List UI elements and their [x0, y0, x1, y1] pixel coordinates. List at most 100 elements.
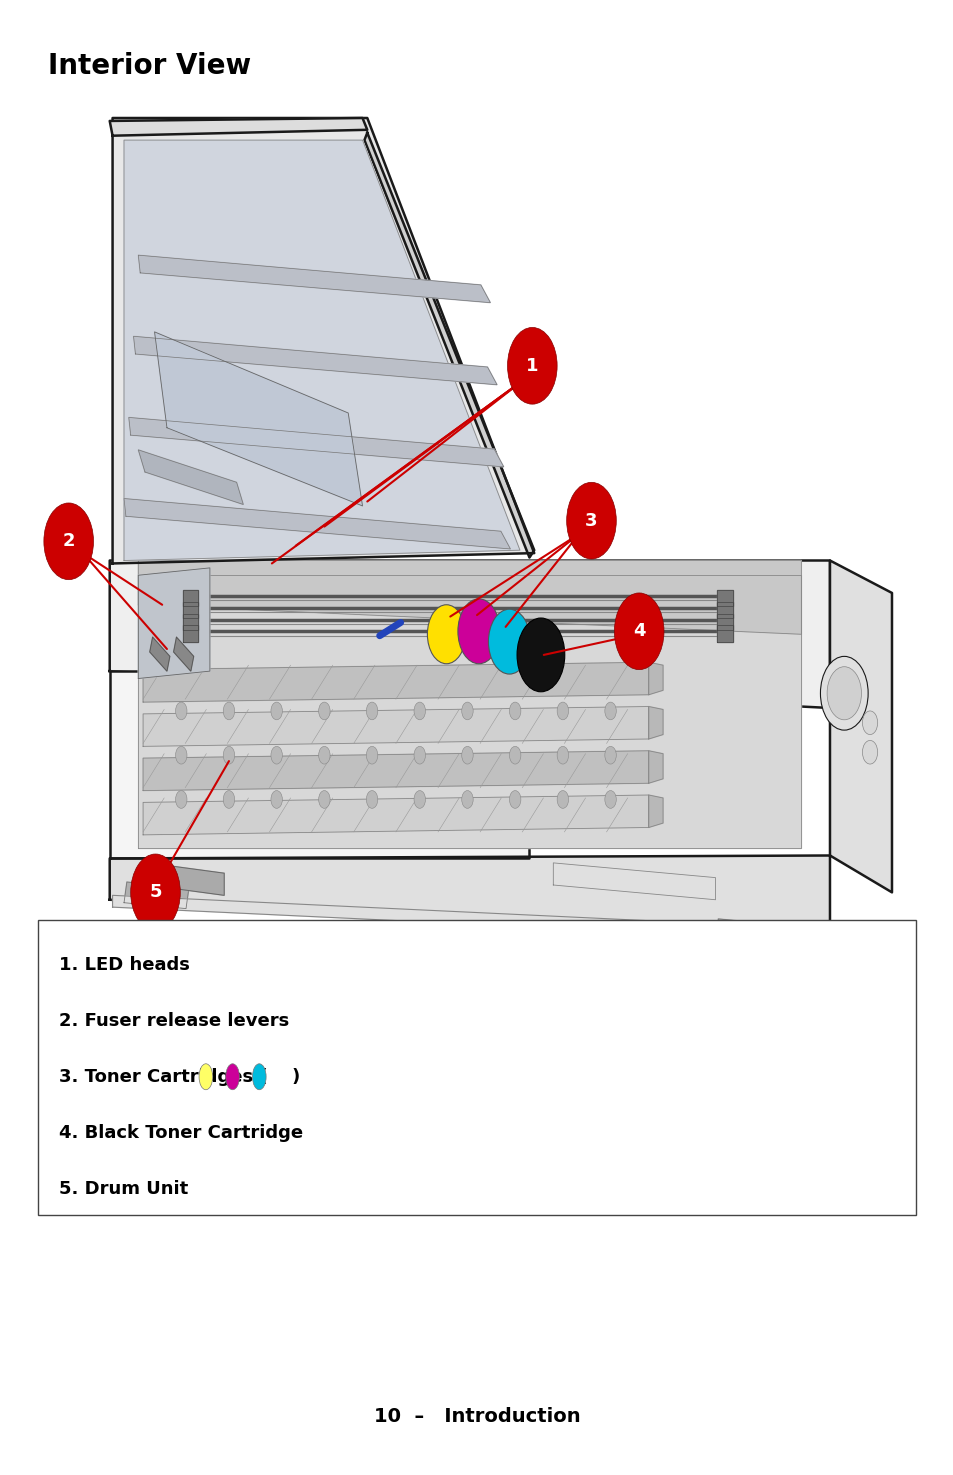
Polygon shape	[143, 795, 648, 835]
Polygon shape	[143, 751, 648, 791]
Text: Interior View: Interior View	[48, 52, 251, 80]
Text: 3. Toner Cartridges (: 3. Toner Cartridges (	[59, 1068, 268, 1086]
Ellipse shape	[366, 791, 377, 808]
Circle shape	[507, 327, 557, 404]
Ellipse shape	[557, 746, 568, 764]
Polygon shape	[110, 118, 367, 136]
Circle shape	[457, 599, 499, 664]
Polygon shape	[150, 637, 170, 671]
Ellipse shape	[271, 702, 282, 720]
Ellipse shape	[604, 746, 616, 764]
Ellipse shape	[509, 791, 520, 808]
Ellipse shape	[318, 702, 330, 720]
Ellipse shape	[175, 791, 187, 808]
Circle shape	[427, 605, 465, 664]
Polygon shape	[717, 590, 732, 606]
Text: 3: 3	[584, 512, 598, 530]
Ellipse shape	[414, 746, 425, 764]
Polygon shape	[183, 590, 198, 606]
Text: 2. Fuser release levers: 2. Fuser release levers	[59, 1012, 289, 1030]
Circle shape	[614, 593, 663, 670]
Polygon shape	[717, 602, 732, 618]
Text: 2: 2	[62, 532, 75, 550]
Ellipse shape	[271, 746, 282, 764]
Ellipse shape	[604, 702, 616, 720]
Ellipse shape	[557, 791, 568, 808]
Ellipse shape	[557, 702, 568, 720]
Polygon shape	[183, 614, 198, 630]
Polygon shape	[364, 133, 534, 558]
Polygon shape	[717, 625, 732, 642]
Ellipse shape	[461, 791, 473, 808]
FancyBboxPatch shape	[38, 920, 915, 1215]
Polygon shape	[138, 575, 801, 848]
Ellipse shape	[175, 702, 187, 720]
Polygon shape	[133, 336, 497, 385]
Polygon shape	[138, 255, 490, 302]
Polygon shape	[138, 450, 243, 504]
Ellipse shape	[223, 791, 234, 808]
Ellipse shape	[509, 746, 520, 764]
Polygon shape	[138, 568, 210, 678]
Polygon shape	[110, 671, 529, 858]
Polygon shape	[553, 863, 715, 900]
Polygon shape	[112, 934, 829, 976]
Circle shape	[566, 482, 616, 559]
Ellipse shape	[199, 1063, 213, 1090]
Circle shape	[488, 609, 530, 674]
Ellipse shape	[223, 702, 234, 720]
Circle shape	[517, 618, 564, 692]
Text: 4: 4	[632, 622, 645, 640]
Ellipse shape	[175, 746, 187, 764]
Polygon shape	[112, 118, 534, 563]
Ellipse shape	[253, 1063, 266, 1090]
Polygon shape	[129, 417, 503, 468]
Polygon shape	[648, 795, 662, 827]
Ellipse shape	[223, 746, 234, 764]
Polygon shape	[648, 707, 662, 739]
Polygon shape	[717, 614, 732, 630]
Polygon shape	[124, 499, 510, 549]
Circle shape	[131, 854, 180, 931]
Polygon shape	[110, 560, 829, 708]
Ellipse shape	[509, 702, 520, 720]
Polygon shape	[143, 707, 648, 746]
Text: 1: 1	[525, 357, 538, 375]
Polygon shape	[112, 895, 829, 941]
Ellipse shape	[366, 746, 377, 764]
Polygon shape	[715, 919, 780, 945]
Ellipse shape	[461, 746, 473, 764]
Text: 10  –   Introduction: 10 – Introduction	[374, 1407, 579, 1425]
Text: 1. LED heads: 1. LED heads	[59, 956, 190, 974]
Text: 4. Black Toner Cartridge: 4. Black Toner Cartridge	[59, 1124, 303, 1142]
Text: ): )	[292, 1068, 299, 1086]
Ellipse shape	[318, 746, 330, 764]
Ellipse shape	[461, 702, 473, 720]
Ellipse shape	[414, 702, 425, 720]
Polygon shape	[124, 882, 189, 909]
Polygon shape	[648, 662, 662, 695]
Circle shape	[826, 667, 861, 720]
Ellipse shape	[366, 702, 377, 720]
Polygon shape	[143, 662, 648, 702]
Ellipse shape	[318, 791, 330, 808]
Polygon shape	[138, 560, 801, 634]
Polygon shape	[154, 332, 362, 506]
Text: 5: 5	[149, 884, 162, 901]
Polygon shape	[110, 855, 829, 937]
Circle shape	[862, 711, 877, 735]
Circle shape	[862, 740, 877, 764]
Text: 5. Drum Unit: 5. Drum Unit	[59, 1180, 188, 1198]
Polygon shape	[124, 140, 519, 560]
Polygon shape	[183, 625, 198, 642]
Polygon shape	[183, 602, 198, 618]
Polygon shape	[173, 637, 193, 671]
Ellipse shape	[414, 791, 425, 808]
Ellipse shape	[604, 791, 616, 808]
Circle shape	[44, 503, 93, 580]
Circle shape	[820, 656, 867, 730]
Polygon shape	[829, 560, 891, 892]
Ellipse shape	[226, 1063, 239, 1090]
Ellipse shape	[271, 791, 282, 808]
Polygon shape	[648, 751, 662, 783]
